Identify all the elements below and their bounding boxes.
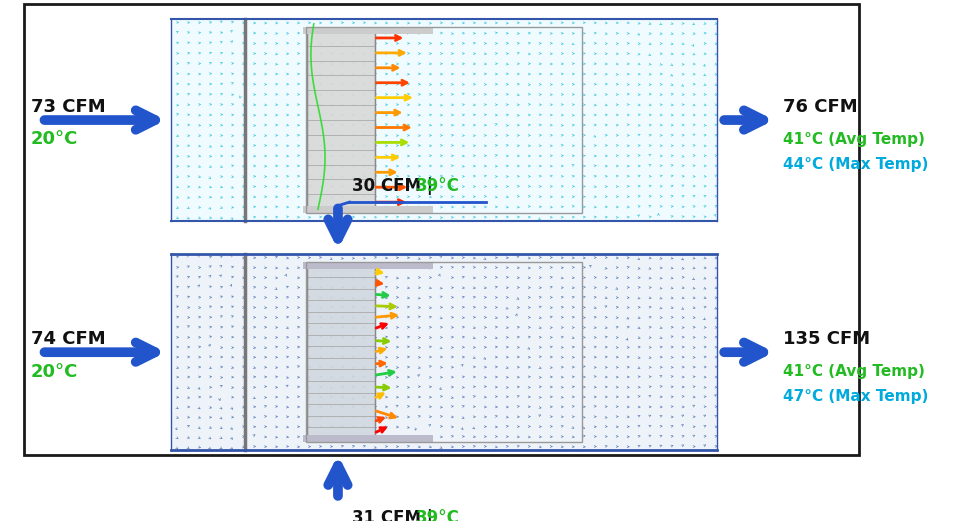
Text: 44°C (Max Temp): 44°C (Max Temp) — [783, 157, 928, 172]
Text: 73 CFM: 73 CFM — [32, 98, 106, 116]
Bar — [303, 435, 433, 442]
Text: 20°C: 20°C — [32, 130, 78, 148]
Text: 39°C: 39°C — [416, 177, 460, 195]
Text: 30 CFM |: 30 CFM | — [352, 177, 439, 195]
Bar — [303, 262, 433, 269]
Text: 41°C (Avg Temp): 41°C (Avg Temp) — [783, 364, 925, 379]
Bar — [308, 266, 376, 439]
Bar — [171, 254, 717, 450]
Text: 135 CFM: 135 CFM — [783, 330, 870, 348]
Text: 20°C: 20°C — [32, 363, 78, 381]
Text: 74 CFM: 74 CFM — [32, 330, 106, 348]
Text: 39°C: 39°C — [416, 510, 460, 521]
Text: 31 CFM |: 31 CFM | — [352, 510, 439, 521]
Bar — [303, 206, 433, 213]
Text: 76 CFM: 76 CFM — [783, 98, 858, 116]
Text: 41°C (Avg Temp): 41°C (Avg Temp) — [783, 132, 925, 147]
Bar — [171, 19, 717, 221]
Bar — [306, 28, 582, 213]
Bar — [303, 28, 433, 34]
Bar — [306, 262, 582, 442]
Text: 47°C (Max Temp): 47°C (Max Temp) — [783, 389, 928, 404]
Bar — [308, 31, 376, 209]
